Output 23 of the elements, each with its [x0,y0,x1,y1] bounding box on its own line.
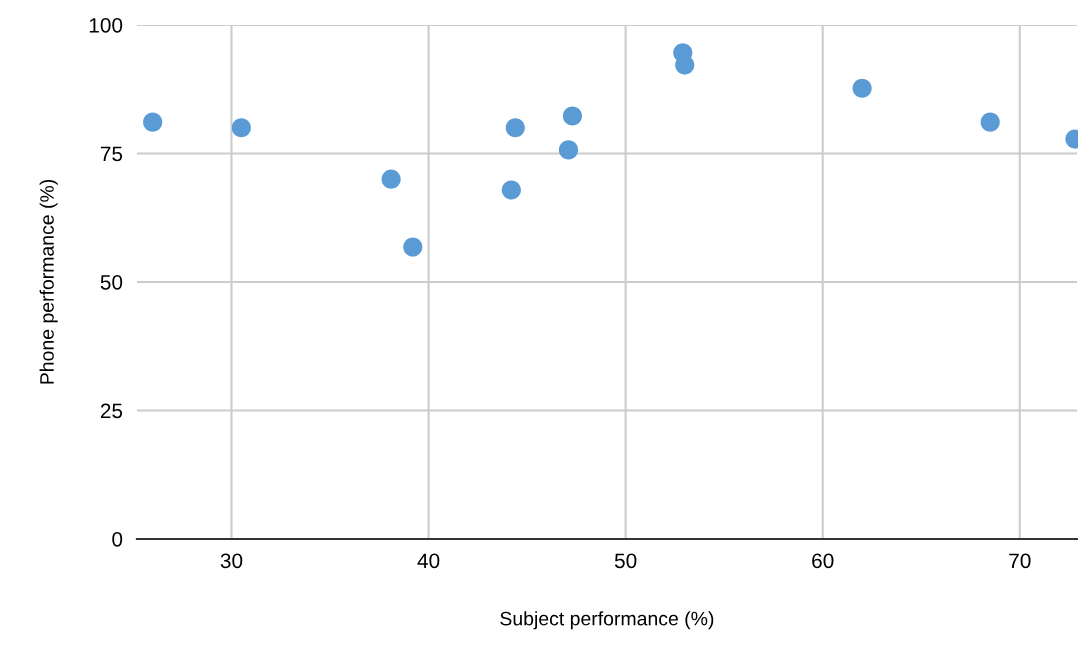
point [505,118,525,138]
x-axis-title: Subject performance (%) [500,611,714,630]
y-axis-title: Phone performance (%) [39,179,58,384]
point [980,112,1000,132]
point [231,118,251,138]
point [501,180,521,200]
x-tick-label: 60 [812,553,834,569]
point [403,237,423,257]
point [562,106,582,126]
point [558,140,579,160]
y-tick-label: 50 [100,274,123,290]
y-tick-label: 100 [89,17,123,33]
x-tick-label: 30 [220,553,243,569]
point [143,112,163,132]
x-tick-label: 40 [417,553,440,569]
x-tick-label: 70 [1009,553,1031,569]
y-tick-label: 0 [112,532,123,547]
point [675,55,695,75]
y-tick-label: 75 [100,146,123,162]
point [381,169,401,189]
x-tick-label: 50 [614,553,637,569]
y-tick-label: 25 [100,403,123,419]
point [852,78,872,98]
